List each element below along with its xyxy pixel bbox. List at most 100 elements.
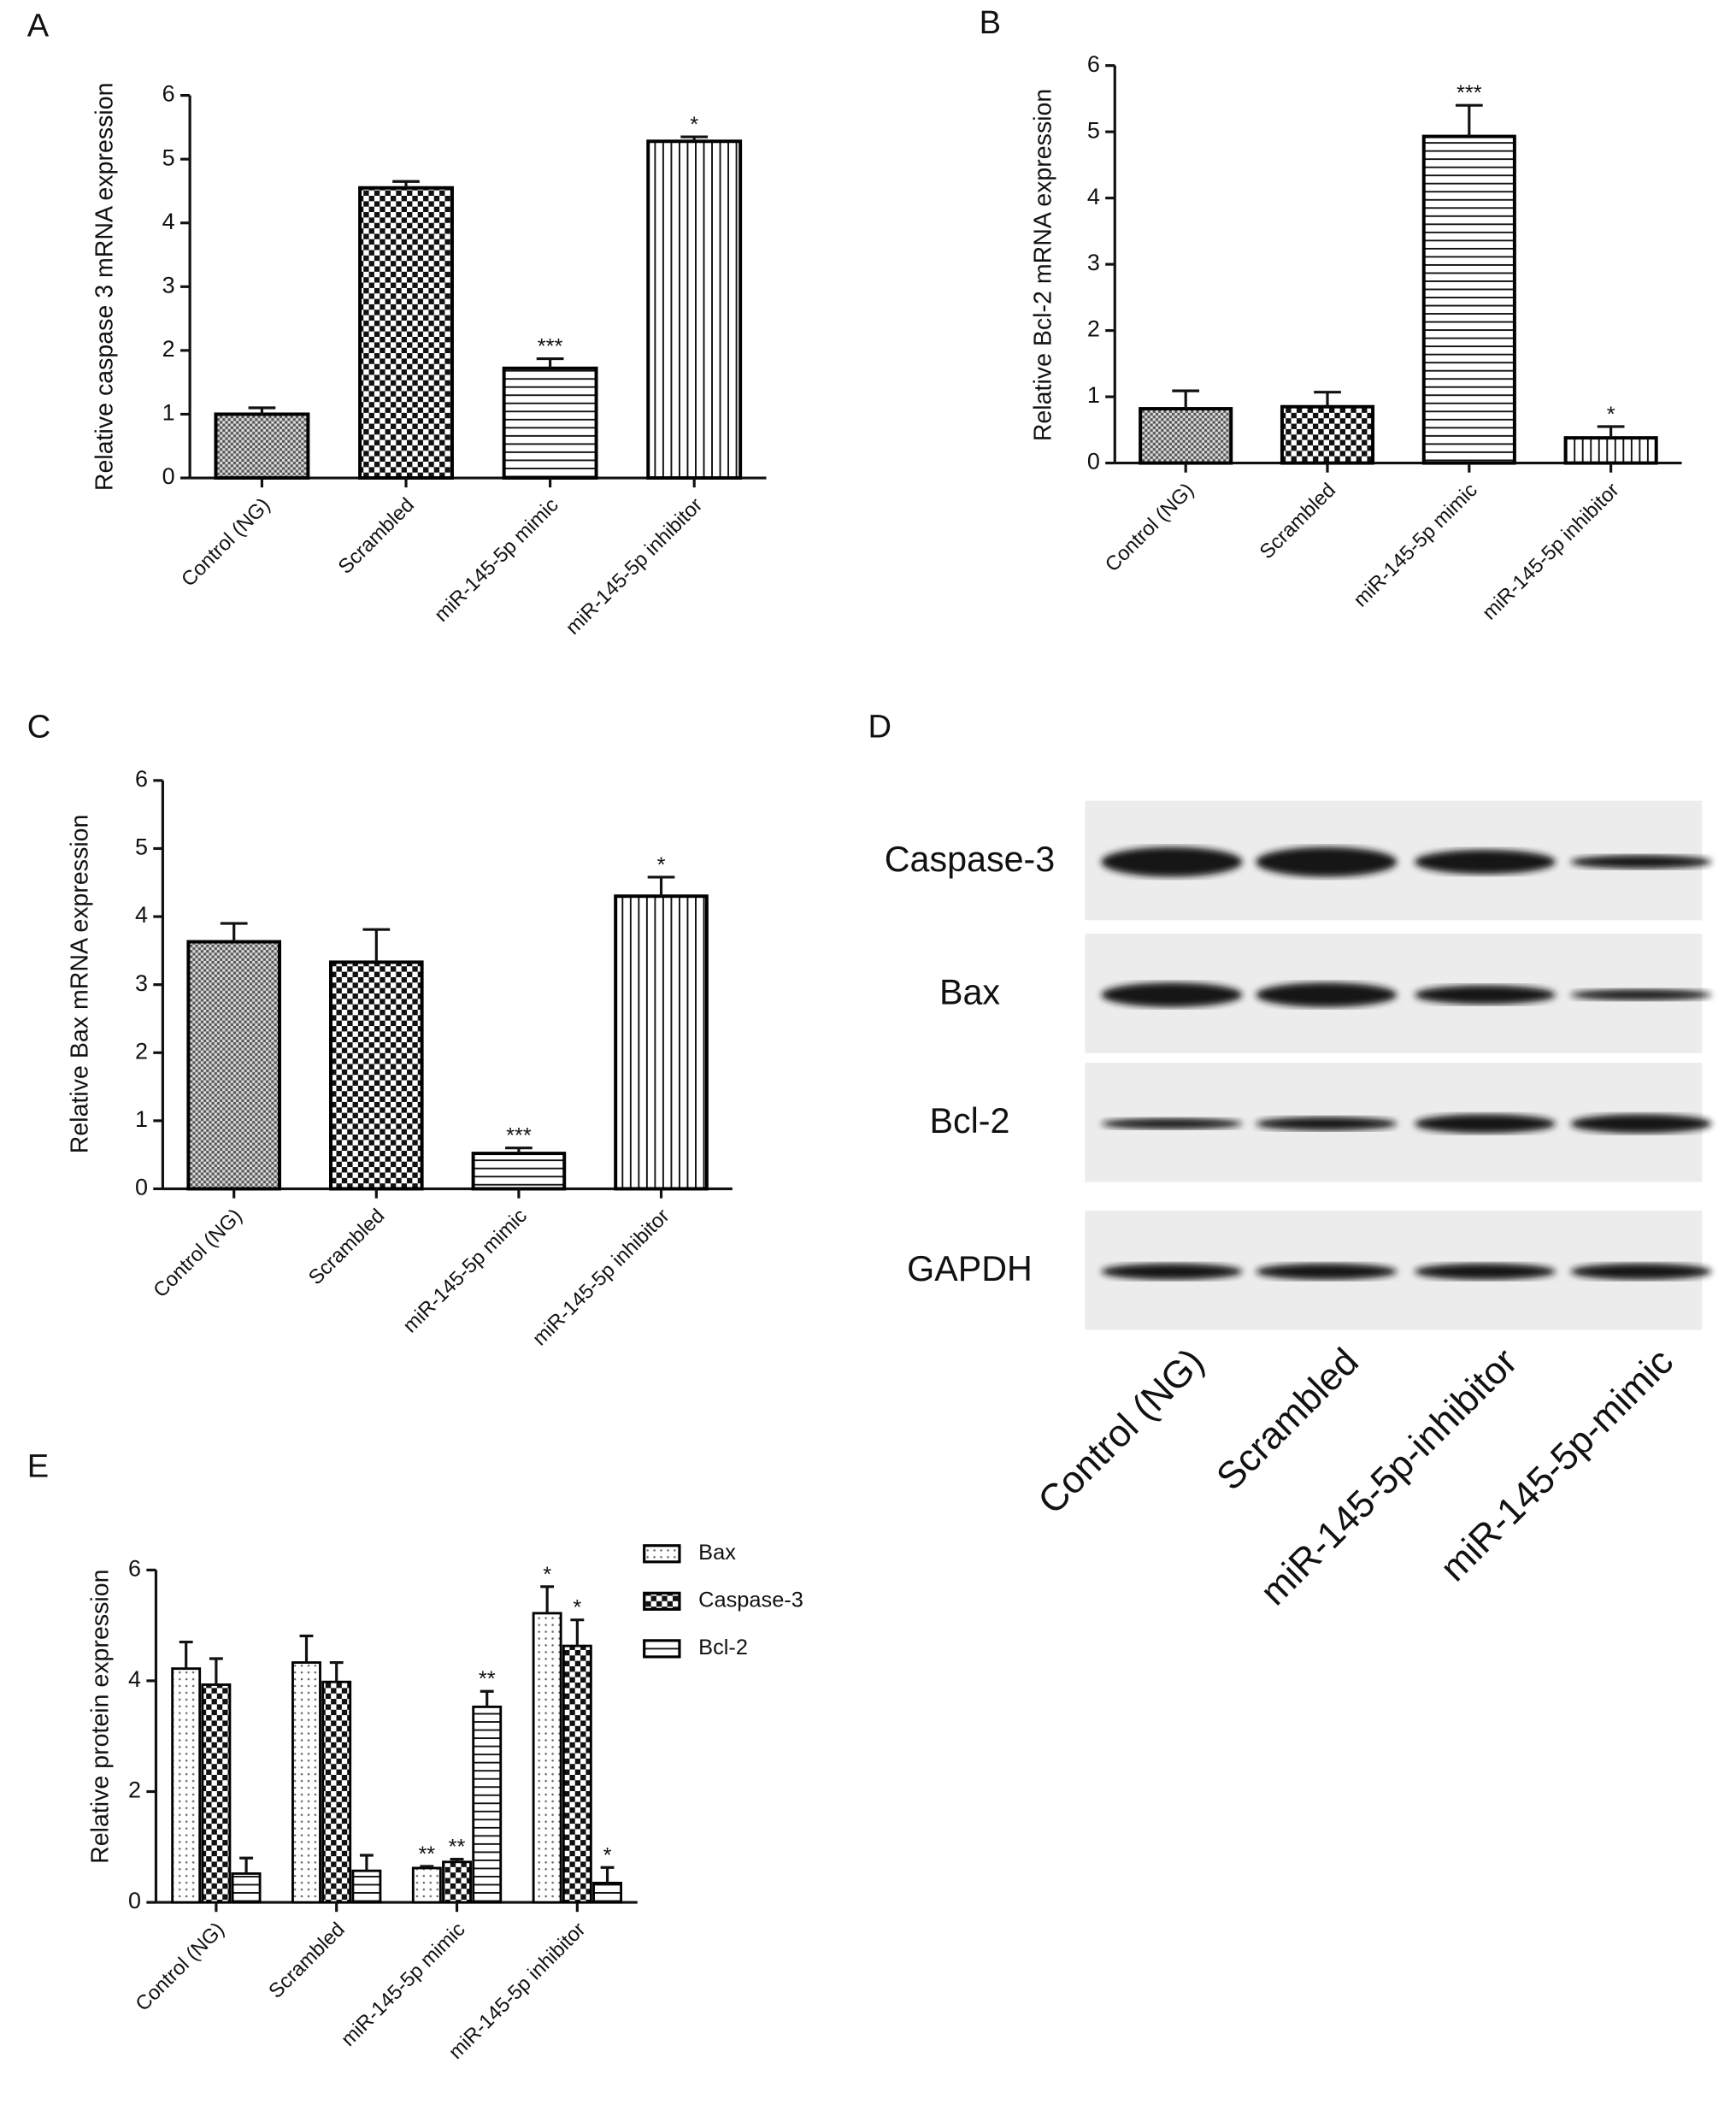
blot-band bbox=[1101, 982, 1243, 1007]
x-tick-label: Scrambled bbox=[1256, 479, 1341, 564]
x-tick-label: Scrambled bbox=[304, 1205, 390, 1290]
x-tick-label: miR-145-5p inhibitor bbox=[528, 1205, 674, 1351]
x-tick-label: Control (NG) bbox=[131, 1918, 228, 2015]
y-tick-label: 4 bbox=[128, 1666, 141, 1692]
y-tick-label: 2 bbox=[128, 1777, 141, 1803]
blot-band bbox=[1414, 1114, 1556, 1134]
significance: * bbox=[690, 113, 698, 137]
bar bbox=[471, 1152, 567, 1191]
y-tick-label: 1 bbox=[1087, 382, 1100, 408]
bar bbox=[214, 412, 310, 480]
blot-band bbox=[1570, 1263, 1712, 1280]
panel-label: C bbox=[27, 710, 50, 746]
y-tick-label: 3 bbox=[162, 272, 175, 298]
bar bbox=[351, 1869, 382, 1904]
legend-swatch bbox=[643, 1591, 681, 1611]
y-tick-label: 0 bbox=[1087, 449, 1100, 475]
bar bbox=[562, 1644, 592, 1904]
bar bbox=[1280, 404, 1375, 465]
significance: *** bbox=[1456, 81, 1482, 105]
y-tick-label: 1 bbox=[135, 1106, 148, 1132]
blot-row-label: GAPDH bbox=[907, 1249, 1033, 1288]
y-axis-title: Relative Bcl-2 mRNA expression bbox=[1029, 89, 1056, 441]
x-tick-label: miR-145-5p mimic bbox=[337, 1918, 470, 2051]
panel-label: A bbox=[27, 8, 50, 44]
x-tick-label: Control (NG) bbox=[177, 493, 274, 591]
y-tick-label: 4 bbox=[162, 209, 175, 234]
significance: * bbox=[657, 853, 666, 877]
blot-band bbox=[1414, 985, 1556, 1005]
blot-band bbox=[1256, 846, 1398, 877]
bar bbox=[472, 1705, 503, 1904]
blot-band bbox=[1570, 1114, 1712, 1134]
y-tick-label: 4 bbox=[135, 902, 148, 928]
bar bbox=[171, 1667, 202, 1904]
legend-swatch bbox=[643, 1639, 681, 1659]
bar bbox=[1421, 134, 1516, 465]
significance: * bbox=[603, 1843, 612, 1867]
y-tick-label: 0 bbox=[135, 1175, 148, 1200]
y-tick-label: 6 bbox=[1087, 51, 1100, 77]
bar bbox=[1563, 436, 1658, 465]
blot-band bbox=[1256, 1263, 1398, 1280]
y-tick-label: 2 bbox=[162, 336, 175, 362]
blot-band bbox=[1570, 855, 1712, 869]
bar bbox=[442, 1860, 472, 1904]
x-tick-label: miR-145-5p mimic bbox=[1349, 479, 1482, 612]
bar bbox=[329, 960, 424, 1191]
bar bbox=[186, 940, 282, 1191]
y-tick-label: 5 bbox=[162, 144, 175, 170]
y-axis-title: Relative protein expression bbox=[87, 1570, 115, 1864]
x-tick-label: Control (NG) bbox=[149, 1205, 246, 1302]
bar bbox=[201, 1683, 232, 1904]
y-tick-label: 3 bbox=[1087, 250, 1100, 275]
y-tick-label: 6 bbox=[135, 766, 148, 792]
x-tick-label: miR-145-5p inhibitor bbox=[444, 1918, 591, 2064]
panel-label: D bbox=[868, 710, 892, 746]
x-tick-label: miR-145-5p inhibitor bbox=[1478, 479, 1624, 625]
significance: * bbox=[1607, 403, 1615, 427]
bar bbox=[321, 1680, 352, 1904]
blot-band bbox=[1101, 846, 1243, 877]
bar bbox=[592, 1881, 622, 1904]
y-axis-title: Relative caspase 3 mRNA expression bbox=[91, 83, 118, 492]
bar bbox=[291, 1661, 321, 1904]
blot-band bbox=[1256, 1117, 1398, 1131]
bar bbox=[231, 1872, 262, 1904]
blot-band bbox=[1414, 849, 1556, 875]
x-tick-label: Scrambled bbox=[264, 1918, 350, 2003]
y-tick-label: 1 bbox=[162, 400, 175, 426]
y-tick-label: 6 bbox=[162, 81, 175, 107]
y-tick-label: 6 bbox=[128, 1555, 141, 1581]
y-tick-label: 4 bbox=[1087, 184, 1100, 209]
y-tick-label: 0 bbox=[162, 463, 175, 489]
y-axis-title: Relative Bax mRNA expression bbox=[67, 815, 94, 1154]
significance: *** bbox=[538, 335, 563, 359]
y-tick-label: 2 bbox=[1087, 316, 1100, 342]
legend-label: Caspase-3 bbox=[698, 1589, 803, 1612]
bar bbox=[411, 1866, 442, 1904]
x-tick-label: miR-145-5p mimic bbox=[430, 493, 563, 627]
blot-row-label: Bcl-2 bbox=[930, 1101, 1010, 1141]
blot-band bbox=[1570, 989, 1712, 1000]
panel-label: B bbox=[980, 5, 1001, 41]
blot-band bbox=[1101, 1117, 1243, 1129]
blot-band bbox=[1256, 982, 1398, 1007]
significance: ** bbox=[449, 1836, 466, 1860]
legend-label: Bcl-2 bbox=[698, 1636, 748, 1659]
blot-row-label: Caspase-3 bbox=[885, 840, 1055, 879]
blot-column-label: Control (NG) bbox=[1030, 1341, 1212, 1523]
significance: * bbox=[543, 1563, 551, 1587]
y-tick-label: 3 bbox=[135, 970, 148, 996]
bar bbox=[614, 894, 709, 1191]
significance: *** bbox=[506, 1124, 532, 1148]
legend-label: Bax bbox=[698, 1541, 736, 1565]
bar bbox=[358, 186, 454, 480]
bar bbox=[502, 366, 598, 480]
significance: * bbox=[573, 1596, 581, 1620]
x-tick-label: Control (NG) bbox=[1101, 479, 1198, 576]
blot-band bbox=[1414, 1263, 1556, 1280]
x-tick-label: miR-145-5p inhibitor bbox=[562, 493, 708, 640]
bar bbox=[1139, 407, 1233, 465]
